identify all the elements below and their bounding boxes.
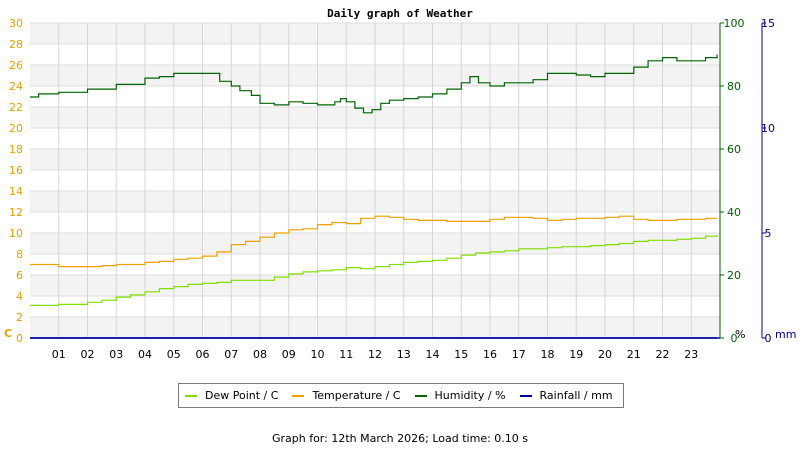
plot-grid [30,22,720,339]
y-right2-tick-label: 5 [765,227,772,240]
x-tick-label: 22 [656,348,670,361]
x-tick-label: 21 [627,348,641,361]
x-tick-label: 06 [196,348,210,361]
x-tick-label: 09 [282,348,296,361]
x-tick-label: 07 [224,348,238,361]
y-right2-tick-label: 15 [761,17,775,30]
x-tick-label: 23 [684,348,698,361]
y-left-tick-label: 6 [16,269,23,282]
y-left-tick-label: 24 [9,80,23,93]
y-left-tick-label: 2 [16,311,23,324]
legend-swatch-dew-point [185,394,197,397]
x-tick-label: 11 [339,348,353,361]
legend: Dew Point / C Temperature / C Humidity /… [178,383,624,408]
x-tick-label: 03 [109,348,123,361]
legend-label-humidity: Humidity / % [434,389,506,402]
y-right2-unit-label: mm [775,328,796,341]
x-tick-label: 14 [426,348,440,361]
legend-label-dew-point: Dew Point / C [205,389,279,402]
y-right2-tick-label: 10 [761,122,775,135]
y-right1-tick-label: 60 [727,143,741,156]
legend-item-temperature: Temperature / C [292,389,401,402]
legend-label-rainfall: Rainfall / mm [539,389,613,402]
y-right1-tick-label: 100 [724,17,745,30]
legend-label-temperature: Temperature / C [312,389,401,402]
legend-item-humidity: Humidity / % [414,389,506,402]
x-tick-label: 05 [167,348,181,361]
labels-layer: 01 02 03 04 05 06 07 08 09 10 11 12 13 14 15 16 17 18 19 20… [4,17,796,361]
x-tick-label: 15 [454,348,468,361]
x-tick-label: 02 [81,348,95,361]
series-line-dew-point-c [30,235,718,306]
series-line-temperature-c [30,215,718,268]
y-left-tick-label: 26 [9,59,23,72]
footer-status: Graph for: 12th March 2026; Load time: 0… [271,432,529,445]
x-tick-label: 17 [512,348,526,361]
y-left-tick-label: 20 [9,122,23,135]
y-left-tick-label: 28 [9,38,23,51]
y-left-tick-label: 0 [16,332,23,345]
legend-item-rainfall: Rainfall / mm [519,389,613,402]
legend-swatch-humidity [414,394,427,397]
legend-swatch-temperature [292,394,305,397]
x-tick-label: 04 [138,348,152,361]
x-tick-label: 08 [253,348,267,361]
y-left-tick-label: 10 [9,227,23,240]
y-right2-tick-label: 0 [765,332,772,345]
x-tick-label: 19 [569,348,583,361]
y-right1-tick-label: 20 [727,269,741,282]
series-line-humidity [30,54,718,114]
y-right1-unit-label: % [735,328,745,341]
y-left-tick-label: 16 [9,164,23,177]
y-left-tick-label: 12 [9,206,23,219]
x-tick-label: 20 [598,348,612,361]
y-right1-tick-label: 40 [727,206,741,219]
y-left-unit-label: C [4,327,12,340]
y-left-tick-label: 14 [9,185,23,198]
chart-title: Daily graph of Weather [327,7,473,20]
y-left-tick-label: 30 [9,17,23,30]
y-left-tick-label: 18 [9,143,23,156]
x-tick-label: 13 [397,348,411,361]
x-tick-label: 18 [541,348,555,361]
y-left-tick-label: 4 [16,290,23,303]
x-tick-label: 01 [52,348,66,361]
y-right1-tick-label: 0 [731,332,738,345]
y-left-tick-label: 22 [9,101,23,114]
x-tick-label: 10 [311,348,325,361]
x-tick-label: 16 [483,348,497,361]
legend-item-dew-point: Dew Point / C [185,389,278,402]
y-left-tick-label: 8 [16,248,23,261]
x-tick-label: 12 [368,348,382,361]
axes-layer [30,22,766,339]
legend-swatch-rainfall [519,394,532,397]
y-right1-tick-label: 80 [727,80,741,93]
